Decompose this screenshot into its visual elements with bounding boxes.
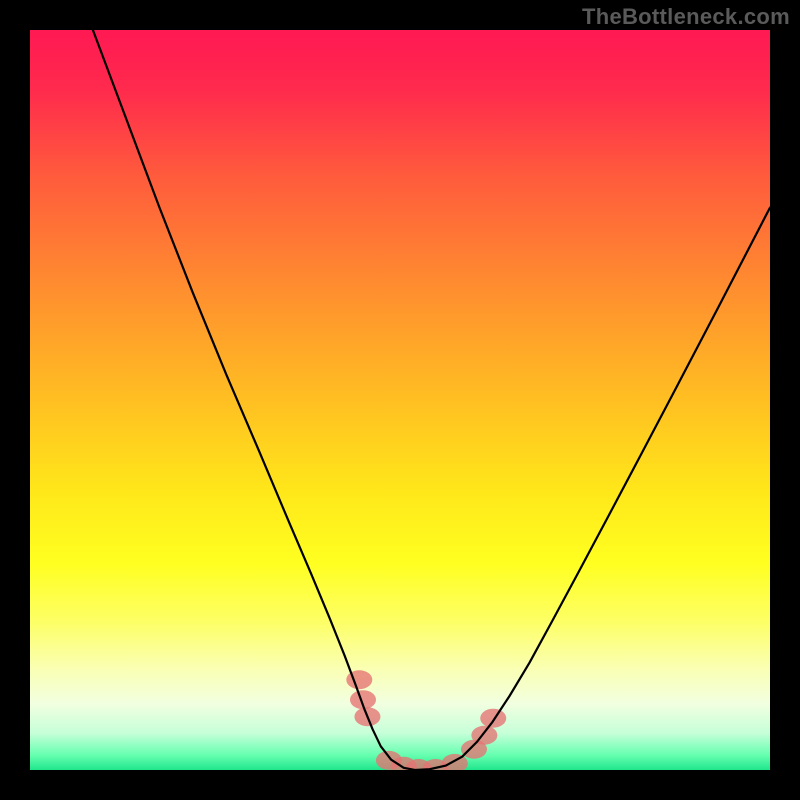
data-marker xyxy=(471,726,497,745)
data-marker xyxy=(480,709,506,728)
gradient-background xyxy=(30,30,770,770)
outer-frame: TheBottleneck.com xyxy=(0,0,800,800)
chart-svg xyxy=(30,30,770,770)
attribution-text: TheBottleneck.com xyxy=(582,4,790,30)
plot-area xyxy=(30,30,770,770)
